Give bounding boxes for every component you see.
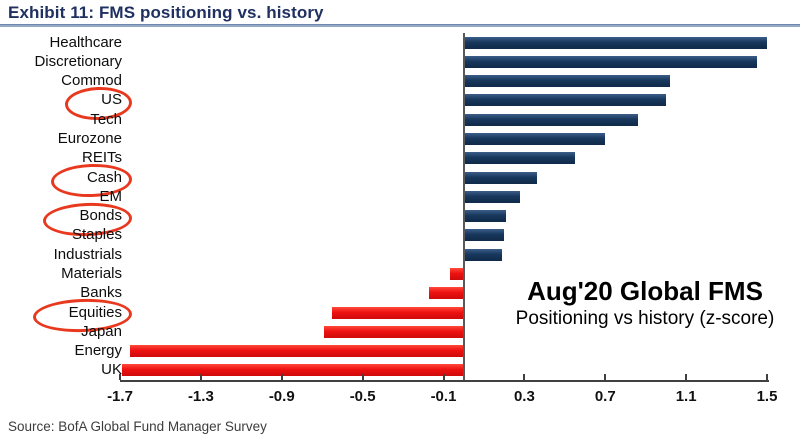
x-axis-tick	[523, 374, 526, 380]
category-label: UK	[101, 361, 122, 379]
x-axis-line	[120, 380, 769, 382]
category-label: US	[101, 91, 122, 109]
bar-us	[463, 94, 666, 107]
category-label: Eurozone	[57, 130, 122, 148]
bar-staples	[463, 229, 505, 242]
x-axis-tick-label: 0.7	[594, 388, 616, 405]
x-axis-tick-label: -1.7	[107, 388, 133, 405]
bar-commod	[463, 75, 670, 88]
bar-healthcare	[463, 36, 767, 49]
chart-annotation-subtitle: Positioning vs history (z-score)	[515, 308, 775, 329]
bar-equities	[332, 306, 464, 319]
bar-eurozone	[463, 133, 606, 146]
chart-annotation-title: Aug'20 Global FMS	[527, 276, 763, 306]
category-label: Staples	[71, 226, 122, 244]
x-axis-tick-label: -0.9	[268, 388, 295, 405]
bar-em	[463, 190, 521, 203]
x-axis-tick	[685, 374, 688, 380]
bar-materials	[449, 267, 464, 280]
exhibit-title: Exhibit 11: FMS positioning vs. history	[8, 3, 324, 22]
category-label: Healthcare	[49, 33, 122, 51]
zero-baseline	[462, 33, 465, 380]
bar-banks	[429, 287, 464, 300]
x-axis-tick-label: 1.5	[756, 388, 778, 405]
category-label: Commod	[61, 72, 122, 90]
source-note: Source: BofA Global Fund Manager Survey	[8, 419, 267, 434]
x-axis-tick	[119, 374, 121, 380]
bar-uk	[122, 364, 464, 377]
chart-annotation: Aug'20 Global FMS Positioning vs history…	[498, 276, 792, 332]
bar-industrials	[463, 248, 503, 261]
x-axis-tick	[442, 374, 445, 380]
category-label: Bonds	[79, 207, 122, 225]
category-label: Japan	[81, 322, 122, 340]
x-axis-tick	[766, 374, 768, 380]
category-label: Materials	[61, 264, 122, 282]
category-label: REITs	[81, 149, 122, 167]
title-underline	[0, 24, 800, 27]
category-label: EM	[99, 187, 123, 205]
x-axis-tick-label: 1.1	[675, 388, 697, 405]
x-axis-tick	[604, 374, 607, 380]
bar-tech	[463, 113, 638, 126]
bar-japan	[324, 325, 464, 338]
x-axis-tick	[199, 374, 202, 380]
x-axis-tick-label: -0.5	[349, 388, 376, 405]
bar-cash	[463, 171, 537, 184]
category-label: Cash	[86, 168, 122, 186]
bar-energy	[130, 345, 464, 358]
category-label: Industrials	[53, 245, 122, 263]
x-axis-tick-label: -1.3	[187, 388, 214, 405]
bar-reits	[463, 152, 575, 165]
bar-discretionary	[463, 55, 757, 68]
x-axis-tick-label: -0.1	[430, 388, 457, 405]
x-axis-tick-label: 0.3	[513, 388, 535, 405]
bar-bonds	[463, 210, 507, 223]
category-label: Tech	[90, 110, 122, 128]
x-axis-tick	[280, 374, 283, 380]
category-label: Discretionary	[34, 52, 122, 70]
category-label: Equities	[68, 303, 122, 321]
category-label: Energy	[74, 342, 122, 360]
category-label: Banks	[80, 284, 122, 302]
x-axis-tick	[361, 374, 364, 380]
